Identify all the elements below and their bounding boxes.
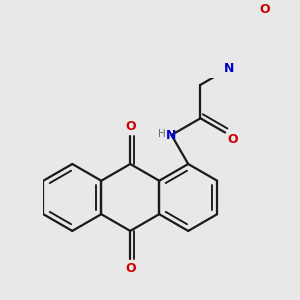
- Text: N: N: [166, 128, 177, 142]
- Text: O: O: [125, 262, 136, 275]
- Text: O: O: [125, 120, 136, 133]
- Text: O: O: [260, 3, 271, 16]
- Text: O: O: [227, 134, 238, 146]
- Text: N: N: [224, 61, 235, 75]
- Text: H: H: [158, 129, 166, 139]
